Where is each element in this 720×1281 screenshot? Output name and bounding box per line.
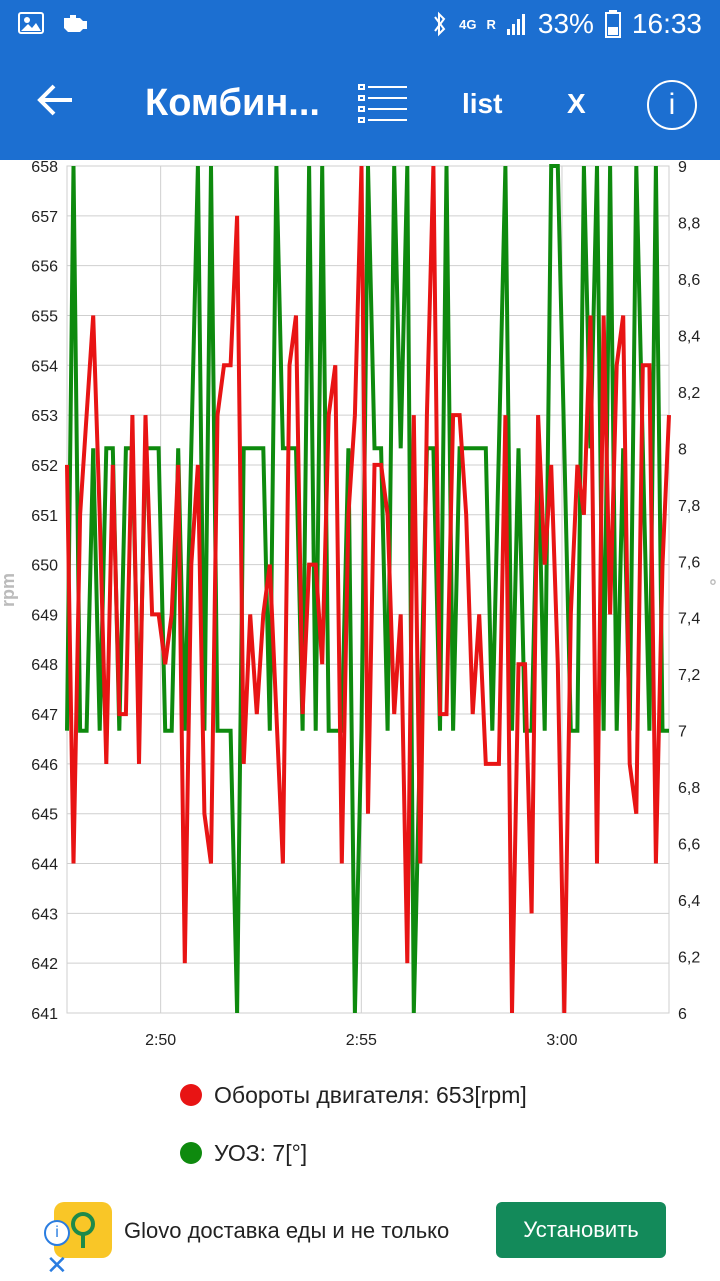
ad-info-icon[interactable]: i — [44, 1220, 70, 1246]
x-axis: 2:50 2:55 3:00 — [145, 1032, 578, 1049]
y-tick-label: 657 — [31, 209, 58, 226]
bluetooth-icon — [434, 11, 446, 37]
y-axis-label: rpm — [0, 573, 18, 607]
engine-icon — [64, 15, 87, 32]
y-tick-label: 650 — [31, 558, 58, 575]
y-tick-label: 648 — [31, 657, 58, 674]
legend-item-rpm: Обороты двигателя: 653[rpm] — [180, 1066, 700, 1124]
y-tick-label: 641 — [31, 1006, 58, 1023]
y2-tick-label: 6,4 — [678, 893, 700, 910]
y-tick-label: 652 — [31, 458, 58, 475]
y-tick-label: 658 — [31, 160, 58, 176]
status-bar: 4G R 33% 16:33 — [0, 0, 720, 50]
ad-close-icon[interactable]: ✕ — [46, 1250, 68, 1280]
y2-tick-label: 6,8 — [678, 780, 700, 797]
chart-legend: Обороты двигателя: 653[rpm] УОЗ: 7[°] — [180, 1066, 700, 1182]
legend-label-rpm: Обороты двигателя: 653[rpm] — [214, 1081, 527, 1108]
roaming-label: R — [486, 16, 496, 32]
y-tick-label: 649 — [31, 607, 58, 624]
ad-banner[interactable]: i ✕ Glovo доставка еды и не только Устан… — [0, 1190, 720, 1280]
y-axis-right: 6 6,2 6,4 6,6 6,8 7 7,2 7,4 7,6 7,8 8 8,2 8,4 8,6 8,8 9 — [678, 160, 700, 1023]
legend-label-uoz: УОЗ: 7[°] — [214, 1139, 308, 1166]
y2-tick-label: 6,2 — [678, 950, 700, 967]
close-button[interactable]: X — [567, 88, 586, 119]
x-tick-label: 3:00 — [546, 1032, 577, 1049]
y2-tick-label: 6,6 — [678, 837, 700, 854]
y2-tick-label: 7,6 — [678, 554, 700, 571]
legend-item-uoz: УОЗ: 7[°] — [180, 1124, 700, 1182]
y2-tick-label: 8,6 — [678, 272, 700, 289]
install-button[interactable]: Установить — [496, 1202, 666, 1258]
y-tick-label: 655 — [31, 308, 58, 325]
x-tick-label: 2:55 — [346, 1032, 377, 1049]
info-button[interactable]: i — [647, 80, 697, 130]
gallery-icon — [18, 12, 44, 34]
clock: 16:33 — [631, 8, 702, 39]
y-tick-label: 644 — [31, 857, 58, 874]
chart-area[interactable]: 641 642 643 644 645 646 647 648 649 650 651 652 653 6… — [0, 160, 720, 1060]
y2-tick-label: 8 — [678, 441, 687, 458]
battery-icon — [604, 10, 621, 38]
battery-percent: 33% — [537, 8, 594, 39]
y2-tick-label: 7,8 — [678, 498, 700, 515]
y2-tick-label: 9 — [678, 160, 687, 176]
y2-tick-label: 8,4 — [678, 328, 700, 345]
chart-series — [65, 164, 671, 1014]
legend-dot-uoz — [180, 1142, 202, 1164]
y-tick-label: 653 — [31, 408, 58, 425]
y-tick-label: 656 — [31, 259, 58, 276]
y2-axis-label: ° — [709, 576, 716, 596]
y-tick-label: 647 — [31, 707, 58, 724]
ad-text[interactable]: Glovo доставка еды и не только — [124, 1218, 450, 1243]
x-tick-label: 2:50 — [145, 1032, 176, 1049]
app-bar: Комбин... list X i — [0, 50, 720, 160]
signal-icon — [506, 14, 525, 35]
y-tick-label: 651 — [31, 508, 58, 525]
page-title: Комбин... — [145, 82, 320, 124]
y2-tick-label: 6 — [678, 1006, 687, 1023]
list-menu-icon[interactable] — [358, 84, 408, 124]
y2-tick-label: 7,2 — [678, 667, 700, 684]
series-line-uoz — [65, 164, 669, 1014]
y-tick-label: 646 — [31, 757, 58, 774]
y2-tick-label: 8,8 — [678, 215, 700, 232]
y2-tick-label: 7 — [678, 724, 687, 741]
network-label: 4G — [459, 16, 477, 32]
y-tick-label: 645 — [31, 807, 58, 824]
y2-tick-label: 8,2 — [678, 385, 700, 402]
y-axis-left: 641 642 643 644 645 646 647 648 649 650 651 652 653 6… — [31, 160, 58, 1023]
map-pin-icon — [71, 1212, 95, 1248]
y2-tick-label: 7,4 — [678, 611, 700, 628]
y-tick-label: 654 — [31, 358, 58, 375]
y-tick-label: 643 — [31, 906, 58, 923]
back-arrow-icon[interactable] — [36, 80, 76, 120]
y-tick-label: 642 — [31, 956, 58, 973]
series-line-rpm — [65, 165, 671, 1014]
legend-dot-rpm — [180, 1084, 202, 1106]
list-button[interactable]: list — [462, 88, 503, 119]
